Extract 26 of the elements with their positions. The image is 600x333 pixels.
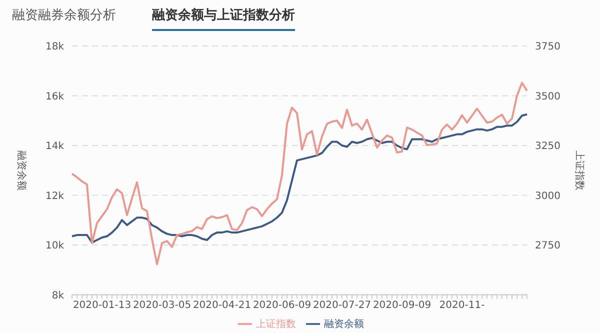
legend-label: 上证指数 <box>256 318 296 330</box>
x-tick-label: 2020-11- <box>439 300 486 311</box>
line-series <box>71 82 528 266</box>
y-tick-label: 12k <box>45 190 64 202</box>
x-tick-label: 2020-07-27 <box>312 300 372 311</box>
line-series <box>71 113 528 244</box>
y-tick-label: 16k <box>45 91 64 102</box>
y2-tick-label: 3750 <box>535 42 560 53</box>
x-tick-label: 2020-04-21 <box>192 300 252 311</box>
y-tick-label: 18k <box>45 42 64 53</box>
y-tick-label: 14k <box>45 141 64 152</box>
y2-axis-title: 上证指数 <box>573 150 586 190</box>
legend-label: 融资余额 <box>324 318 364 330</box>
y2-tick-label: 3000 <box>535 190 560 202</box>
y-axis-title: 融资余额 <box>15 150 28 190</box>
y-tick-label: 10k <box>45 240 64 252</box>
x-tick-label: 2020-01-13 <box>72 300 132 311</box>
x-tick-label: 2020-03-05 <box>132 300 192 311</box>
chart-title: 融资余额与上证指数分析 <box>152 6 295 31</box>
y2-tick-label: 2750 <box>535 240 560 252</box>
x-tick-label: 2020-09-09 <box>372 300 432 311</box>
x-tick-label: 2020-06-09 <box>252 300 312 311</box>
text: 融资融券余额分析 <box>12 7 116 24</box>
y2-tick-label: 3250 <box>535 141 560 152</box>
y-tick-label: 8k <box>52 290 64 302</box>
y2-tick-label: 3500 <box>535 91 560 102</box>
